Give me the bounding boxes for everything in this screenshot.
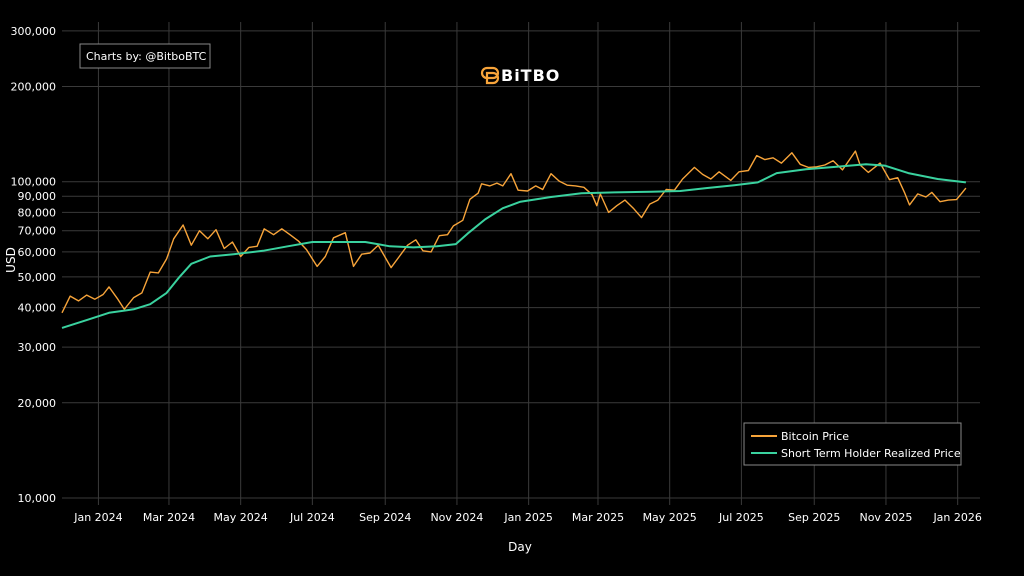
x-tick-label: May 2024 <box>214 511 268 524</box>
legend-item-bitcoin-price: Bitcoin Price <box>751 430 849 443</box>
credit-box: Charts by: @BitboBTC <box>79 43 211 69</box>
legend-item-sth-realized-price: Short Term Holder Realized Price <box>751 447 961 460</box>
legend: Bitcoin Price Short Term Holder Realized… <box>743 422 962 466</box>
series-line-sth-realized-price <box>61 163 967 329</box>
y-axis-title: USD <box>4 247 18 273</box>
legend-label-bitcoin-price: Bitcoin Price <box>781 430 849 443</box>
y-tick-label: 10,000 <box>18 492 57 505</box>
y-tick-label: 40,000 <box>18 302 57 315</box>
y-tick-label: 50,000 <box>18 271 57 284</box>
x-tick-label: Mar 2024 <box>143 511 195 524</box>
y-tick-label: 100,000 <box>11 176 57 189</box>
series-line-bitcoin-price <box>61 150 967 314</box>
x-tick-label: Nov 2024 <box>430 511 483 524</box>
y-axis-tick-labels: 10,000 20,000 30,000 40,000 50,000 60,000 70,0… <box>11 25 57 505</box>
credit-text: Charts by: @BitboBTC <box>86 50 207 63</box>
series-lines <box>61 150 967 329</box>
y-tick-label: 200,000 <box>11 81 57 94</box>
y-tick-label: 300,000 <box>11 25 57 38</box>
y-tick-label: 80,000 <box>18 206 57 219</box>
x-tick-label: Jan 2026 <box>932 511 981 524</box>
brand-logo: BiTBO <box>480 66 560 85</box>
x-tick-label: May 2025 <box>643 511 697 524</box>
x-tick-label: Jan 2025 <box>503 511 552 524</box>
x-tick-label: Jul 2024 <box>289 511 335 524</box>
x-tick-label: Sep 2024 <box>359 511 411 524</box>
x-axis-title: Day <box>508 540 532 554</box>
y-tick-label: 30,000 <box>18 341 57 354</box>
legend-label-sth-realized-price: Short Term Holder Realized Price <box>781 447 961 460</box>
x-tick-label: Sep 2025 <box>788 511 840 524</box>
y-tick-label: 70,000 <box>18 225 57 238</box>
x-tick-label: Mar 2025 <box>572 511 624 524</box>
y-tick-label: 20,000 <box>18 397 57 410</box>
y-tick-label: 60,000 <box>18 246 57 259</box>
x-tick-label: Jul 2025 <box>718 511 764 524</box>
bitbo-logo-icon <box>480 66 500 85</box>
x-tick-label: Jan 2024 <box>73 511 122 524</box>
x-tick-label: Nov 2025 <box>859 511 912 524</box>
x-axis-tick-labels: Jan 2024 Mar 2024 May 2024 Jul 2024 Sep 2024… <box>73 511 982 524</box>
brand-name: BiTBO <box>501 66 560 85</box>
y-tick-label: 90,000 <box>18 190 57 203</box>
